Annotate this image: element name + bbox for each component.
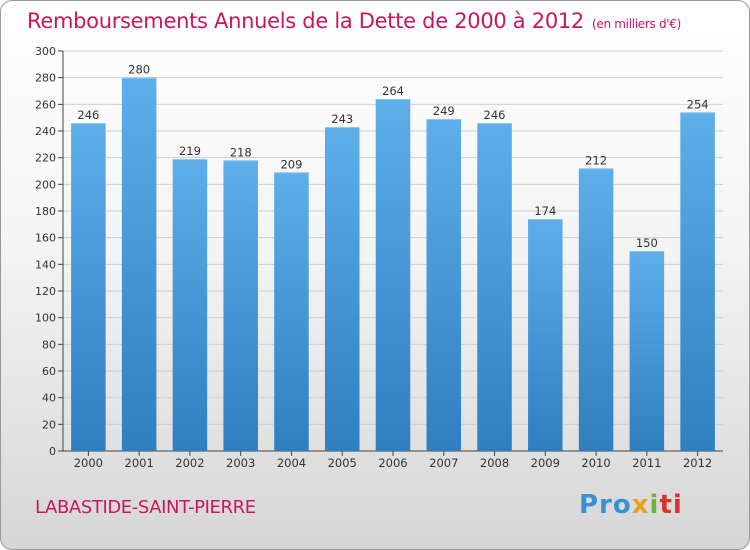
x-tick-label: 2001 xyxy=(125,456,154,470)
bar-2005 xyxy=(324,127,360,451)
bar-value-label: 218 xyxy=(230,145,252,159)
y-tick-label: 280 xyxy=(35,72,56,85)
x-tick-label: 2011 xyxy=(632,456,661,470)
bar-2006 xyxy=(375,99,411,451)
y-tick-label: 260 xyxy=(35,98,56,111)
bar-2010 xyxy=(578,168,614,452)
bar-2002 xyxy=(172,159,208,451)
bar-value-label: 212 xyxy=(585,153,607,167)
bar-2009 xyxy=(528,219,563,451)
bar-2001 xyxy=(121,77,157,452)
y-tick-label: 80 xyxy=(42,338,56,351)
brand-logo: Proxiti xyxy=(579,490,683,520)
x-tick-label: 2004 xyxy=(277,456,306,470)
y-tick-label: 120 xyxy=(35,285,56,298)
bar-value-label: 249 xyxy=(433,104,455,118)
x-tick-label: 2012 xyxy=(683,456,712,470)
bar-value-label: 254 xyxy=(687,97,709,111)
x-tick-label: 2008 xyxy=(480,456,509,470)
y-tick-label: 20 xyxy=(42,418,56,431)
y-tick-label: 60 xyxy=(42,365,56,378)
bar-2003 xyxy=(223,160,258,452)
y-tick-label: 300 xyxy=(35,45,56,58)
y-tick-label: 180 xyxy=(35,205,56,218)
y-tick-label: 40 xyxy=(42,392,56,405)
x-tick-label: 2003 xyxy=(226,456,255,470)
x-tick-label: 2006 xyxy=(378,456,407,470)
bar-value-label: 219 xyxy=(179,144,201,158)
bar-value-labels: 246 280 219 218 209 243 264 249 246 174 212 150 254 xyxy=(77,63,708,250)
bar-value-label: 174 xyxy=(534,204,556,218)
bar-value-label: 150 xyxy=(636,236,658,250)
chart-title-text: Remboursements Annuels de la Dette de 20… xyxy=(27,9,584,33)
x-tick-label: 2000 xyxy=(74,456,103,470)
x-tick-label: 2007 xyxy=(429,456,458,470)
y-tick-label: 200 xyxy=(35,178,56,191)
x-tick-label: 2010 xyxy=(581,456,610,470)
bar-value-label: 246 xyxy=(77,108,99,122)
bar-value-label: 209 xyxy=(280,157,302,171)
axes: 0 20 40 60 80 100 120 140 160 180 200 220 240 260 280 3… xyxy=(35,45,723,470)
bar-2007 xyxy=(426,119,462,451)
x-tick-label: 2002 xyxy=(175,456,204,470)
y-tick-label: 160 xyxy=(35,232,56,245)
y-tick-label: 0 xyxy=(49,445,56,458)
y-tick-label: 220 xyxy=(35,152,56,165)
bar-value-label: 246 xyxy=(484,108,506,122)
bar-2000 xyxy=(71,123,106,451)
bar-value-label: 280 xyxy=(128,63,150,77)
chart-title: Remboursements Annuels de la Dette de 20… xyxy=(27,9,681,33)
bar-2004 xyxy=(274,172,309,452)
y-tick-label: 240 xyxy=(35,125,56,138)
bar-value-label: 243 xyxy=(331,112,353,126)
x-tick-label: 2005 xyxy=(328,456,357,470)
chart-unit-note: (en milliers d'€) xyxy=(592,17,682,31)
y-tick-label: 140 xyxy=(35,258,56,271)
bar-value-label: 264 xyxy=(382,84,404,98)
location-label: LABASTIDE-SAINT-PIERRE xyxy=(35,497,256,518)
bars xyxy=(71,77,715,452)
bar-2012 xyxy=(680,112,715,451)
x-tick-label: 2009 xyxy=(531,456,560,470)
bar-2008 xyxy=(477,123,512,451)
y-tick-label: 100 xyxy=(35,312,56,325)
bar-2011 xyxy=(629,251,665,451)
